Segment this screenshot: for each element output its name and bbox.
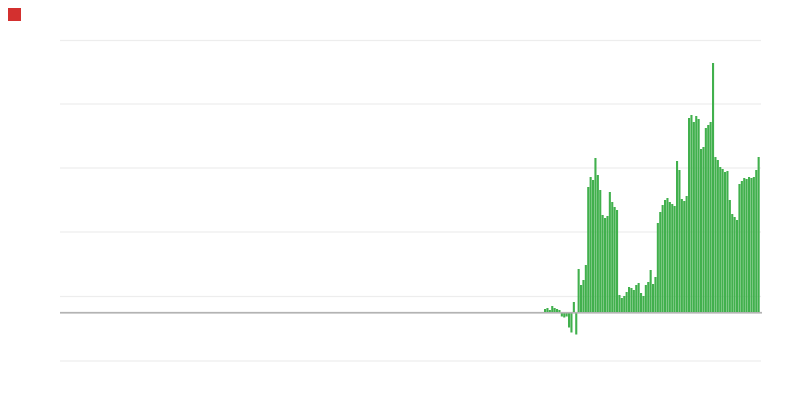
bar (719, 167, 722, 312)
bar (575, 313, 578, 335)
bar (596, 175, 599, 312)
bar (637, 283, 640, 312)
bar (644, 285, 647, 312)
bar (587, 187, 590, 312)
bar (616, 210, 619, 312)
bar (700, 149, 703, 312)
bar (750, 178, 753, 312)
bar (560, 313, 563, 317)
bar (577, 269, 580, 312)
bar (642, 296, 645, 312)
bar (724, 172, 727, 312)
bar (712, 63, 715, 312)
bar (570, 313, 573, 333)
bar (707, 125, 710, 312)
bar (676, 161, 679, 312)
bar (606, 216, 609, 312)
bar (683, 201, 686, 312)
bar (678, 170, 681, 312)
bar (599, 190, 602, 312)
bar (668, 202, 671, 312)
bar (640, 293, 643, 312)
bar (702, 147, 705, 312)
bar (685, 196, 688, 312)
bar (652, 284, 655, 312)
bar (553, 308, 556, 312)
bar (728, 200, 731, 312)
bar (556, 309, 559, 312)
bar (666, 198, 669, 312)
bar (688, 118, 691, 312)
bar (582, 280, 585, 312)
bar (664, 200, 667, 312)
bar (584, 265, 587, 312)
bar (745, 179, 748, 312)
bar (604, 218, 607, 312)
bar-series (544, 63, 760, 335)
bar (546, 308, 549, 312)
bar (752, 177, 755, 312)
bar (731, 214, 734, 312)
bar (618, 295, 621, 312)
bar (632, 290, 635, 312)
bar (743, 178, 746, 312)
bar (736, 220, 739, 312)
bar (661, 205, 664, 312)
bar (620, 298, 623, 312)
bar (697, 119, 700, 312)
bar (544, 309, 547, 312)
bar (568, 313, 571, 328)
bar (716, 160, 719, 312)
bar (625, 292, 628, 312)
bar (740, 181, 743, 312)
bar (671, 204, 674, 312)
bar (695, 116, 698, 312)
bar (594, 158, 597, 312)
bar (572, 302, 575, 312)
bar (680, 199, 683, 312)
bar (601, 215, 604, 312)
bar (565, 313, 568, 317)
bar (630, 288, 633, 312)
bar (580, 285, 583, 312)
bar (709, 122, 712, 312)
recording-indicator-square (8, 8, 21, 21)
bar (733, 217, 736, 312)
bar (755, 170, 758, 312)
bar (647, 282, 650, 312)
bar (721, 169, 724, 312)
bar (738, 184, 741, 312)
bar (613, 207, 616, 312)
bar (608, 192, 611, 312)
bar (726, 171, 729, 312)
bar (589, 177, 592, 312)
bar (623, 296, 626, 312)
bar (628, 287, 631, 312)
bar (656, 223, 659, 312)
bar (748, 177, 751, 312)
bar (649, 270, 652, 312)
bar (592, 180, 595, 312)
bar (548, 310, 551, 312)
bar (659, 212, 662, 312)
bar (704, 128, 707, 312)
bar (690, 115, 693, 312)
bar (673, 206, 676, 312)
bar (563, 313, 566, 318)
bar (551, 306, 554, 312)
bar (757, 157, 760, 312)
bar (654, 277, 657, 312)
bar (714, 157, 717, 312)
bar (558, 310, 561, 312)
bar (692, 122, 695, 312)
bar (635, 285, 638, 312)
bar (611, 202, 614, 312)
